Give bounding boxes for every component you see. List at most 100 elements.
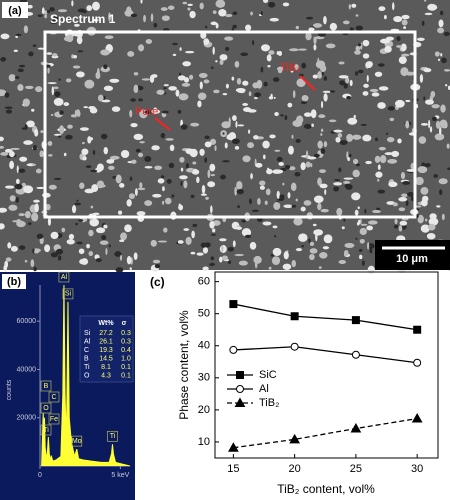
grain — [13, 49, 18, 53]
grain — [274, 112, 279, 117]
grain — [59, 125, 65, 135]
grain — [53, 133, 62, 136]
pore-spot — [333, 178, 341, 181]
grain — [257, 198, 261, 205]
grain — [201, 184, 206, 194]
pore-spot — [54, 91, 61, 97]
grain — [430, 91, 436, 98]
grain — [231, 76, 235, 81]
grain — [234, 253, 245, 257]
grain — [318, 114, 326, 119]
grain — [447, 85, 450, 90]
grain — [295, 198, 298, 202]
pore-spot — [303, 123, 312, 129]
pore-spot — [92, 149, 96, 155]
grain — [424, 0, 427, 2]
grain — [262, 0, 269, 4]
pore-spot — [28, 51, 34, 57]
grain — [197, 100, 202, 108]
grain — [219, 54, 228, 61]
grain — [151, 109, 161, 114]
grain — [134, 188, 138, 196]
grain — [96, 227, 106, 234]
grain — [397, 138, 402, 144]
grain — [192, 169, 200, 175]
pore-spot — [345, 183, 353, 190]
grain — [81, 141, 85, 145]
grain — [320, 100, 324, 109]
grain — [248, 91, 252, 97]
grain — [359, 227, 367, 236]
grain — [342, 20, 350, 25]
grain — [18, 213, 26, 217]
grain — [138, 152, 144, 158]
grain — [179, 47, 182, 51]
grain — [287, 192, 291, 199]
grain — [48, 154, 53, 157]
grain — [420, 224, 430, 233]
grain — [151, 145, 160, 151]
grain — [387, 158, 398, 164]
grain — [320, 133, 323, 136]
peak-label: Ti — [110, 433, 116, 440]
pore-spot — [346, 96, 351, 100]
grain — [323, 141, 328, 148]
pore-spot — [244, 234, 252, 239]
grain — [293, 217, 303, 226]
grain — [192, 161, 197, 165]
grain — [0, 207, 8, 213]
grain — [9, 151, 15, 158]
grain — [288, 166, 296, 171]
y-tick-label: 40 — [198, 340, 210, 352]
grain — [355, 14, 359, 17]
pore-spot — [100, 133, 108, 140]
grain — [83, 106, 88, 109]
grain — [106, 159, 115, 164]
pore-spot — [369, 248, 373, 254]
pore-spot — [32, 144, 38, 151]
legend-marker — [236, 385, 244, 393]
grain — [82, 156, 87, 161]
grain — [250, 173, 253, 180]
grain — [44, 244, 51, 253]
grain — [136, 211, 146, 216]
grain — [366, 225, 373, 231]
grain — [224, 36, 234, 41]
grain — [242, 155, 251, 163]
grain — [204, 141, 212, 148]
grain — [374, 71, 383, 77]
grain — [234, 146, 240, 150]
grain — [421, 199, 428, 207]
pore-spot — [227, 246, 234, 252]
grain — [119, 254, 123, 261]
pore-spot — [90, 169, 98, 173]
grain — [311, 123, 314, 128]
scale-bar-bg — [375, 240, 450, 270]
pore-spot — [5, 109, 13, 114]
grain — [313, 195, 324, 204]
grain — [50, 113, 54, 117]
grain — [434, 133, 445, 141]
grain — [296, 115, 304, 124]
grain — [76, 110, 81, 117]
grain — [401, 14, 410, 20]
grain — [290, 182, 297, 192]
y-tick-label: 10 — [198, 436, 210, 448]
grain — [351, 3, 357, 8]
grain — [429, 126, 433, 133]
grain — [423, 68, 432, 73]
sem-grains — [0, 0, 450, 275]
grain — [445, 83, 448, 87]
pore-spot — [407, 192, 415, 197]
grain — [190, 251, 196, 255]
grain — [323, 234, 333, 244]
pore-spot — [355, 71, 359, 76]
grain — [130, 123, 138, 128]
grain — [126, 255, 132, 265]
grain — [428, 119, 431, 129]
grain — [139, 141, 145, 144]
grain — [398, 197, 408, 202]
pore-spot — [402, 181, 411, 185]
peak-label: Fe — [50, 416, 58, 423]
pore-spot — [273, 235, 277, 238]
